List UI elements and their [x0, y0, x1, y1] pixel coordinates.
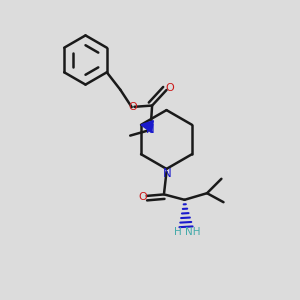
Text: O: O [138, 191, 147, 202]
Text: H: H [174, 227, 182, 237]
Text: O: O [128, 101, 137, 112]
Text: N: N [146, 123, 155, 136]
Text: NH: NH [185, 227, 200, 237]
Text: N: N [162, 167, 171, 180]
Polygon shape [141, 121, 153, 133]
Text: O: O [166, 83, 175, 93]
